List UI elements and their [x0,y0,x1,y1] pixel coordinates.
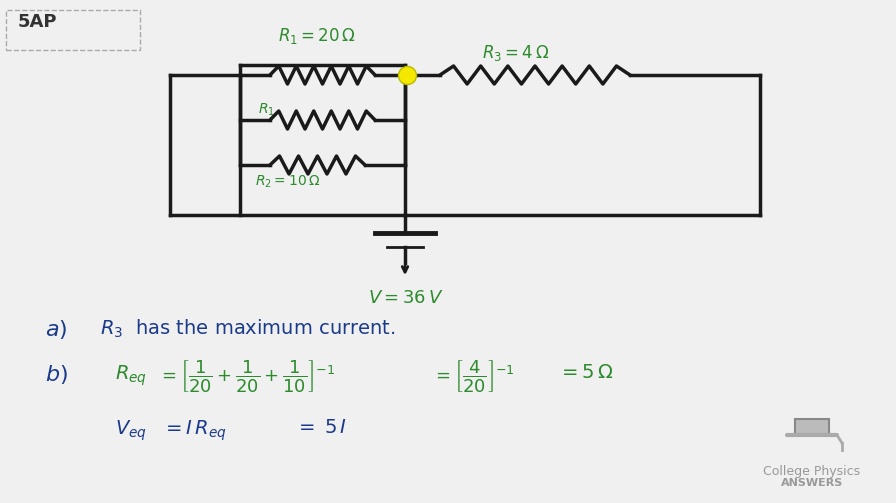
Text: $= 5\,\Omega$: $= 5\,\Omega$ [558,363,614,382]
Text: $R_3$  has the maximum current.: $R_3$ has the maximum current. [100,318,396,341]
Polygon shape [795,419,829,435]
Text: $a)$: $a)$ [45,318,67,341]
Text: ANSWERS: ANSWERS [781,478,843,488]
FancyBboxPatch shape [6,10,140,50]
Text: College Physics: College Physics [763,465,860,478]
Text: $R_2 = 10\,\Omega$: $R_2 = 10\,\Omega$ [255,174,320,190]
Text: $R_3 = 4\,\Omega$: $R_3 = 4\,\Omega$ [482,43,549,63]
Text: $R_1$: $R_1$ [258,102,275,118]
Text: $R_{eq}$: $R_{eq}$ [115,363,147,387]
Text: $R_1 = 20\,\Omega$: $R_1 = 20\,\Omega$ [278,26,356,46]
Text: 5AP: 5AP [18,13,57,31]
Text: $V = 36\,V$: $V = 36\,V$ [368,289,444,307]
Text: $= I\,R_{eq}$: $= I\,R_{eq}$ [162,418,227,443]
Text: $V_{eq}$: $V_{eq}$ [115,418,147,443]
Text: $= \;5\,I$: $= \;5\,I$ [295,418,347,437]
Text: $b)$: $b)$ [45,363,68,386]
Text: $= \left[\dfrac{1}{20} + \dfrac{1}{20} + \dfrac{1}{10}\right]^{-1}$: $= \left[\dfrac{1}{20} + \dfrac{1}{20} +… [158,358,335,394]
Text: $= \left[\dfrac{4}{20}\right]^{-1}$: $= \left[\dfrac{4}{20}\right]^{-1}$ [432,358,514,394]
